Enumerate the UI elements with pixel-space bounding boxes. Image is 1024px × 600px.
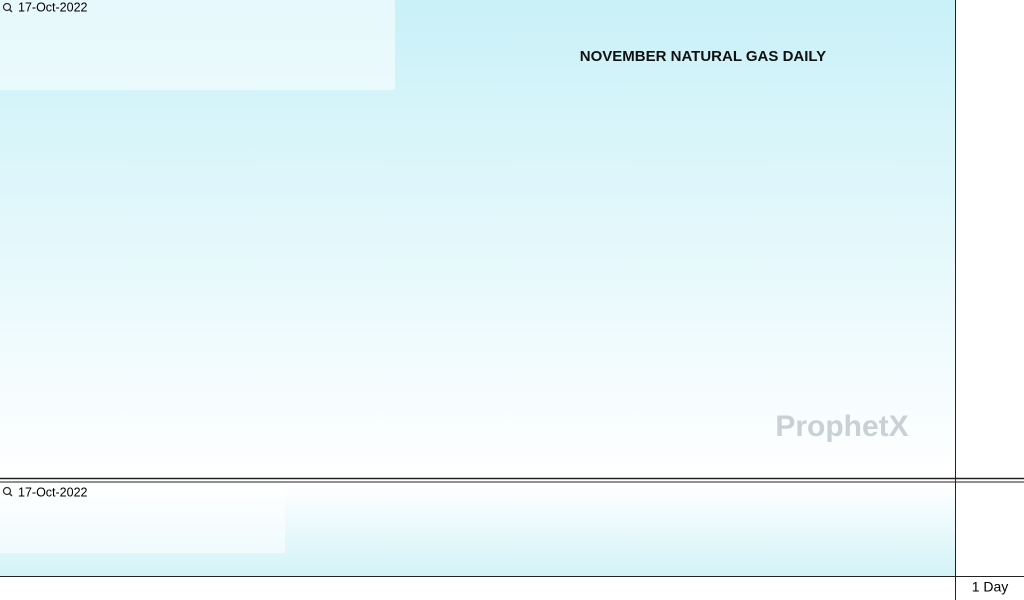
x-axis xyxy=(0,576,955,600)
interval-label: 1 Day xyxy=(972,579,1009,595)
legend-box xyxy=(0,483,285,553)
search-icon xyxy=(2,486,13,497)
search-icon xyxy=(2,2,13,13)
watermark: ProphetX xyxy=(775,410,908,443)
date: 17-Oct-2022 xyxy=(18,485,88,499)
date: 17-Oct-2022 xyxy=(18,0,88,14)
legend-box xyxy=(0,0,395,90)
chart-title: NOVEMBER NATURAL GAS DAILY xyxy=(580,48,826,65)
right-axis xyxy=(955,0,1024,600)
